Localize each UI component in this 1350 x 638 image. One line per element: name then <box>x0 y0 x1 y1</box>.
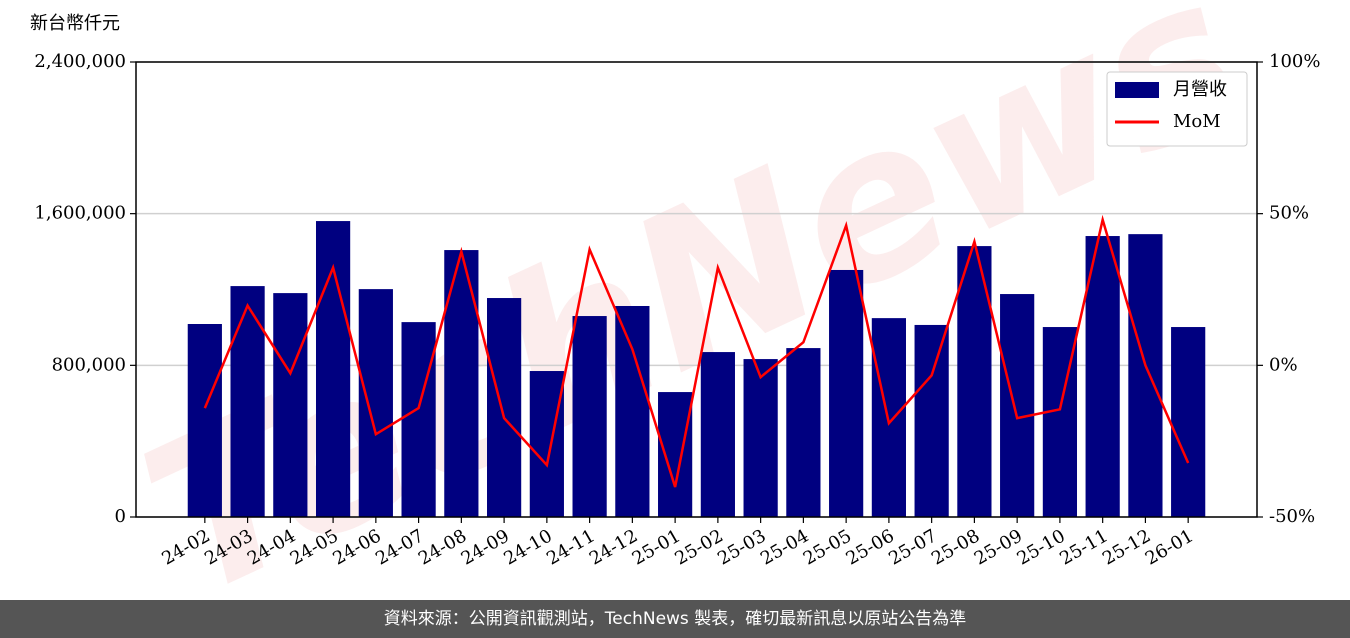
x-tick-label: 26-01 <box>1142 525 1197 569</box>
x-tick-label: 25-03 <box>714 525 769 569</box>
bar <box>1085 236 1120 517</box>
legend-label: MoM <box>1173 111 1221 132</box>
x-tick-label: 25-07 <box>885 525 940 569</box>
x-tick-label: 24-12 <box>586 525 641 569</box>
y2-tick-label: -50% <box>1269 506 1315 527</box>
x-tick-label: 25-06 <box>842 525 897 569</box>
x-tick-label: 24-11 <box>543 525 598 569</box>
y-axis-label: 新台幣仟元 <box>30 13 120 34</box>
y2-tick-label: 100% <box>1269 51 1320 72</box>
y-tick-label: 1,600,000 <box>34 203 126 224</box>
y2-tick-label: 50% <box>1269 203 1309 224</box>
bar <box>1000 294 1035 517</box>
legend-swatch <box>1115 82 1159 98</box>
y2-tick-label: 0% <box>1269 354 1298 375</box>
x-tick-label: 25-04 <box>757 525 812 569</box>
bar <box>615 305 650 517</box>
x-tick-label: 25-10 <box>1013 525 1068 569</box>
bar <box>572 316 607 517</box>
legend: 月營收 MoM <box>1106 71 1248 147</box>
bar <box>444 250 479 518</box>
x-tick-label: 25-01 <box>629 525 684 569</box>
bar <box>743 359 778 517</box>
bar <box>529 371 564 517</box>
bar <box>829 269 864 517</box>
x-tick-label: 25-05 <box>800 525 855 569</box>
plot-frame <box>135 61 1258 518</box>
bar <box>700 352 735 517</box>
bar <box>1128 234 1163 517</box>
bar <box>786 348 821 517</box>
y-tick-label: 800,000 <box>52 354 126 375</box>
x-tick-label: 24-10 <box>500 525 555 569</box>
y-tick-label: 2,400,000 <box>34 51 126 72</box>
bar <box>658 392 693 517</box>
x-tick-label: 25-09 <box>971 525 1026 569</box>
bar <box>273 293 308 517</box>
chart: 新台幣仟元 TechNews0800,0001,600,0002,400,000… <box>30 0 1320 600</box>
bar <box>187 324 222 517</box>
bar <box>358 289 393 517</box>
legend-label: 月營收 <box>1173 79 1227 100</box>
x-tick-label: 25-12 <box>1099 525 1154 569</box>
x-tick-label: 24-09 <box>458 525 513 569</box>
x-tick-label: 25-08 <box>928 525 983 569</box>
x-tick-label: 25-11 <box>1056 525 1111 569</box>
bar <box>230 286 265 517</box>
footer: 資料來源：公開資訊觀測站，TechNews 製表，確切最新訊息以原站公告為準 <box>0 600 1350 638</box>
bar <box>401 322 436 517</box>
line <box>203 214 1190 488</box>
bar <box>914 324 949 517</box>
x-tick-label: 25-02 <box>671 525 726 569</box>
bar <box>487 298 522 517</box>
y-tick-label: 0 <box>115 506 126 527</box>
bar <box>1171 327 1206 517</box>
